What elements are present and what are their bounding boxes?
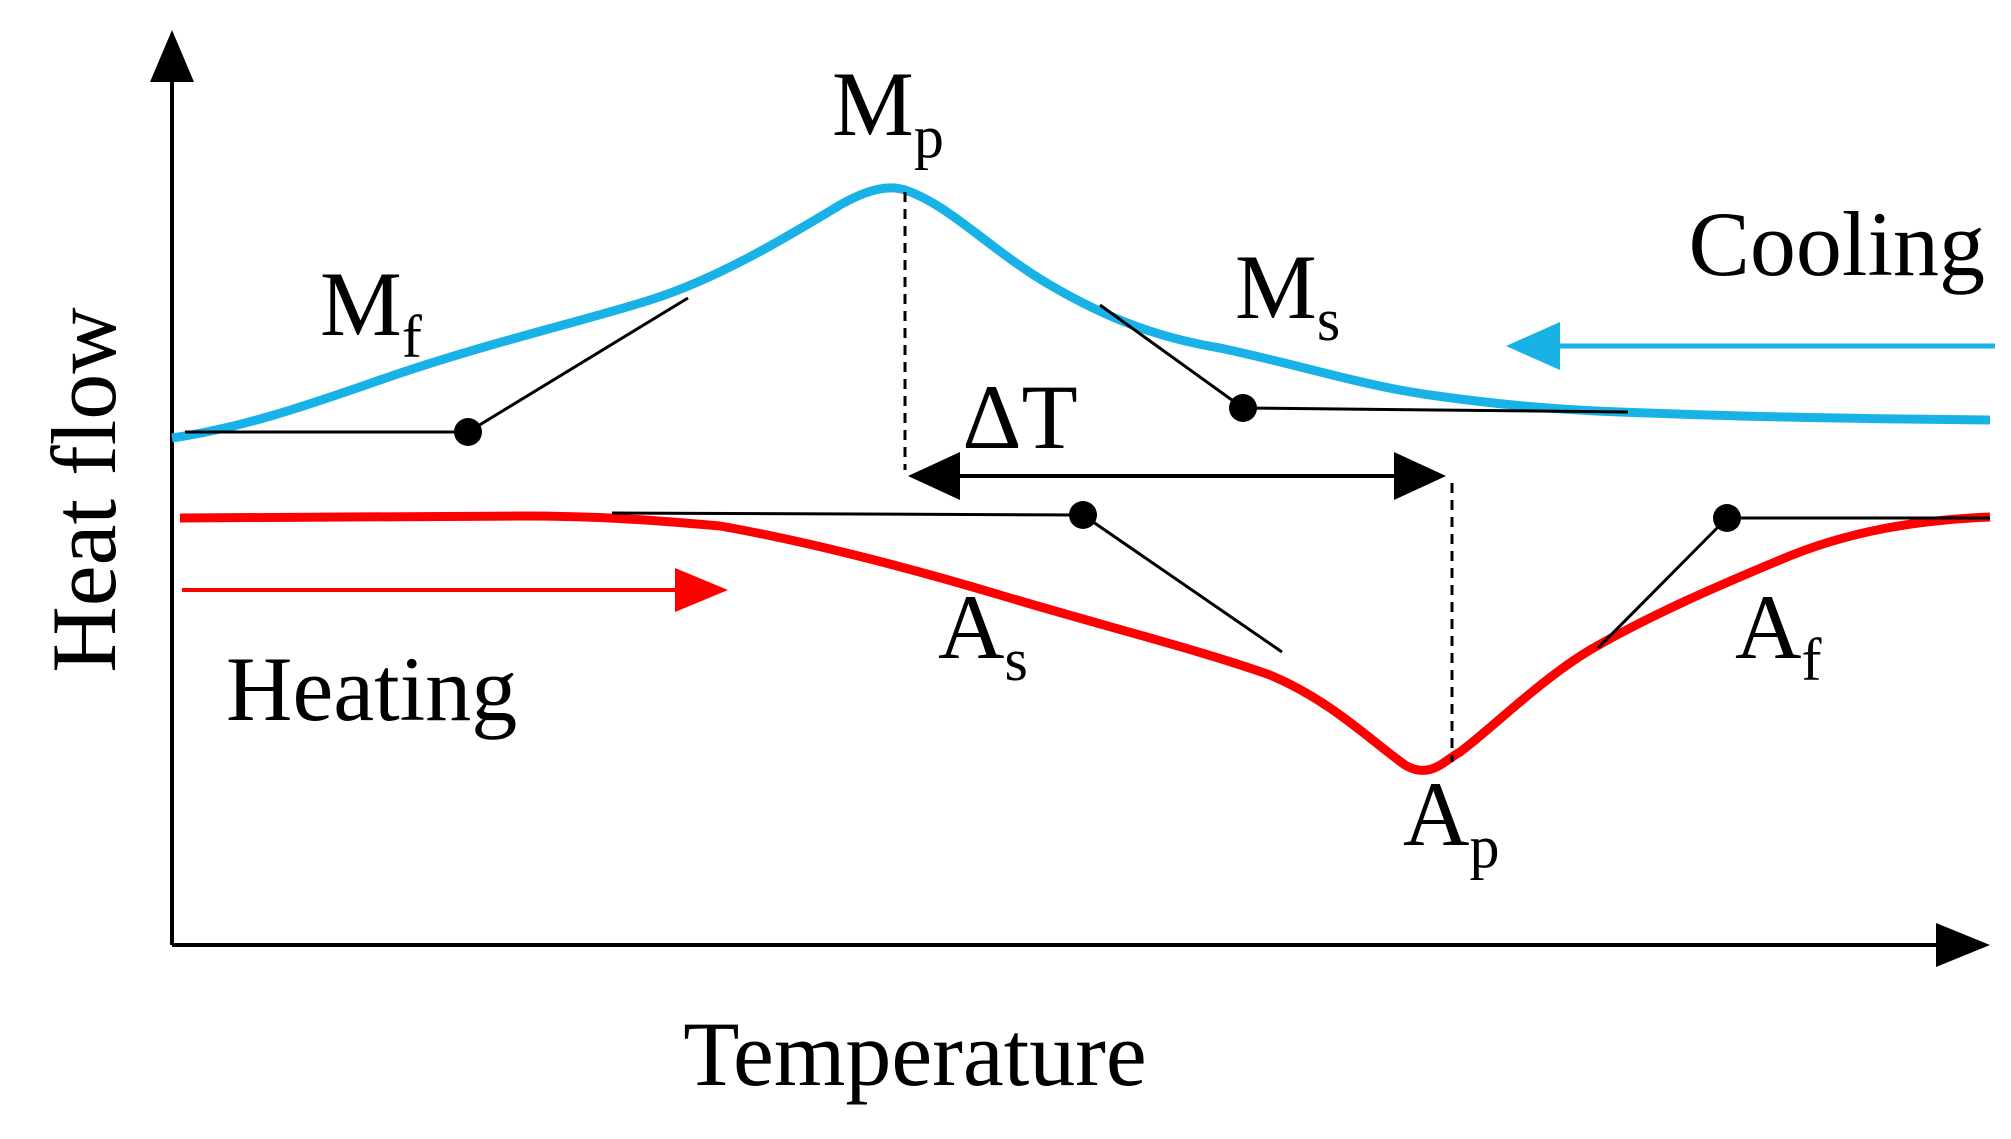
af-label: Af [1735,576,1821,693]
ms-onset-dot [1229,394,1257,422]
cooling-arrowhead [1506,322,1560,370]
mf-label: Mf [320,253,422,370]
ap-label-sub: p [1469,814,1499,880]
ms-label: Ms [1235,236,1340,353]
ms-label-sub: s [1317,287,1340,353]
af-label-main: A [1735,576,1801,678]
as-onset-dot [1069,501,1097,529]
af-tangent [1596,516,1729,650]
heating-arrowhead [675,568,728,612]
heating-curve [179,511,1991,775]
y-axis-title: Heat flow [33,307,135,673]
hysteresis-arrowhead-right [1394,452,1446,500]
x-axis-title: Temperature [683,1003,1147,1105]
mp-label-main: M [832,53,914,155]
af-label-sub: f [1801,627,1821,693]
mf-label-main: M [320,253,402,355]
as-label-sub: s [1004,627,1027,693]
as-tangent [1082,513,1283,654]
mp-label: Mp [832,53,944,170]
hysteresis-arrow [908,452,1446,500]
mf-tangent [467,296,689,434]
mf-label-sub: f [402,304,422,370]
ms-tangent [1099,303,1244,410]
as-label: As [938,576,1028,693]
axes [150,30,1990,967]
construction-lines [185,296,1990,654]
x-axis-arrowhead [1936,923,1990,967]
ap-label-main: A [1403,763,1469,865]
ms-label-main: M [1235,236,1317,338]
hysteresis-arrowhead-left [908,452,960,500]
mp-label-sub: p [914,104,944,170]
cooling-direction [1506,322,1995,370]
cooling-label: Cooling [1689,193,1985,295]
as-label-main: A [938,576,1004,678]
ap-label: Ap [1403,763,1499,880]
ms-baseline [1242,406,1629,414]
hysteresis-label: ΔT [962,366,1077,468]
af-onset-dot [1713,504,1741,532]
heating-label: Heating [226,638,517,740]
y-axis-arrowhead [150,30,194,82]
onset-points [454,394,1741,532]
heating-direction [182,568,728,612]
as-baseline [611,511,1084,517]
mf-onset-dot [454,418,482,446]
